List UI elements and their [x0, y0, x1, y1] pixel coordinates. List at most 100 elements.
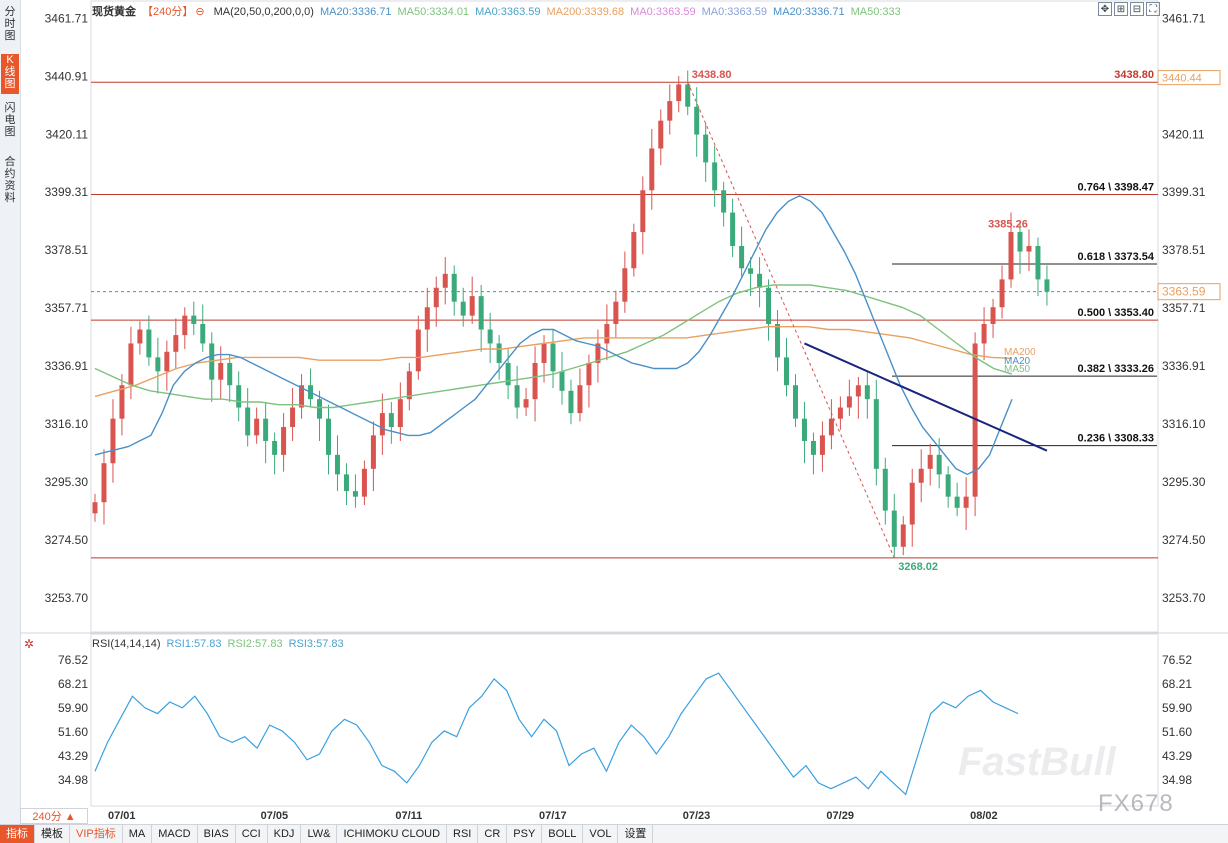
indicator-tab[interactable]: RSI [447, 825, 479, 843]
crosshair-icon[interactable]: ✥ [1098, 2, 1112, 16]
side-tab-kline[interactable]: K线图 [1, 54, 19, 94]
rsi-tick-right: 68.21 [1162, 677, 1192, 691]
candle-body [272, 440, 278, 455]
candle-body [819, 435, 825, 455]
side-tab-flash[interactable]: 闪电图 [4, 102, 16, 138]
side-tab-timeshare[interactable]: 分时图 [4, 6, 16, 42]
candle-body [712, 162, 718, 191]
candle-body [191, 315, 197, 324]
candle-body [236, 385, 242, 408]
indicator-tab[interactable]: KDJ [268, 825, 302, 843]
chart-canvas[interactable]: 3461.713461.713440.913440.913420.113420.… [0, 0, 1228, 824]
fib-line-label: 0.618 \ 3373.54 [1078, 251, 1155, 263]
candle-body [757, 273, 763, 288]
chart-toolbar: ✥ ⊞ ⊟ ⛶ [1098, 2, 1160, 16]
ma-end-label: MA20 [1004, 356, 1031, 367]
candle-body [577, 385, 583, 414]
indicator-tab[interactable]: PSY [507, 825, 543, 843]
candle-body [532, 362, 538, 400]
price-tick-left: 3253.70 [45, 591, 89, 605]
candle-body [281, 427, 287, 455]
indicator-tab[interactable]: MA [123, 825, 153, 843]
legend-item: MA0:3363.59 [475, 6, 541, 18]
candle-body [676, 84, 682, 102]
candle-body [837, 407, 843, 419]
candle-body [909, 482, 915, 525]
rsi-tick-right: 76.52 [1162, 653, 1192, 667]
indicator-tab[interactable]: ICHIMOKU CLOUD [337, 825, 448, 843]
rsi-legend-item: RSI(14,14,14) [92, 638, 161, 650]
indicator-tab[interactable]: VOL [583, 825, 619, 843]
side-tab-contract[interactable]: 合约资料 [4, 156, 16, 204]
indicator-tab[interactable]: 指标 [0, 825, 35, 843]
candle-body [559, 371, 565, 391]
indicator-tab[interactable]: 设置 [618, 825, 654, 843]
indicator-tab[interactable]: 模板 [35, 825, 70, 843]
candle-body [218, 362, 224, 380]
gear-icon[interactable]: ✲ [24, 637, 35, 651]
candle-body [451, 273, 457, 302]
ma-legend: 现货黄金 【240分】 ⊖ MA(20,50,0,200,0,0) MA20:3336… [92, 3, 913, 19]
period-label: 【240分】 [142, 6, 194, 18]
candle-body [721, 190, 727, 213]
candle-body [343, 474, 349, 492]
candle-body [496, 343, 502, 363]
legend-item: MA0:3363.59 [701, 6, 768, 18]
candle-body [128, 343, 134, 386]
indicator-tab[interactable]: BIAS [198, 825, 236, 843]
price-tick-right: 3357.71 [1162, 301, 1206, 315]
ma50-line [94, 284, 1013, 409]
candle-body [784, 357, 790, 386]
candle-body [397, 399, 403, 428]
candle-body [1026, 245, 1032, 252]
candle-body [685, 84, 691, 107]
x-axis-label: 07/11 [395, 810, 422, 822]
candle-body [227, 362, 233, 386]
rsi-tick-left: 76.52 [58, 653, 88, 667]
candle-body [631, 232, 637, 269]
price-tick-left: 3399.31 [45, 185, 89, 199]
candle-body [927, 454, 933, 469]
candle-body [918, 468, 924, 483]
indicator-tab[interactable]: CCI [236, 825, 268, 843]
candle-body [379, 413, 385, 436]
period-selector[interactable]: 240分 ▲ [20, 808, 88, 824]
candle-body [137, 329, 143, 344]
candle-body [146, 329, 152, 358]
candle-body [317, 399, 323, 419]
candle-body [254, 418, 260, 436]
indicator-tab[interactable]: LW& [301, 825, 338, 843]
candle-body [92, 502, 98, 514]
ma200-price-tag-box [1157, 70, 1221, 86]
settings-icon[interactable]: ⊖ [195, 6, 205, 18]
candle-body [352, 491, 358, 497]
indicator-tab[interactable]: BOLL [542, 825, 584, 843]
price-tick-left: 3461.71 [45, 11, 89, 25]
indicator-tab[interactable]: CR [478, 825, 508, 843]
indicator-tab[interactable]: VIP指标 [70, 825, 123, 843]
rsi-legend: RSI(14,14,14) RSI1:57.83 RSI2:57.83 RSI3:57… [92, 638, 350, 650]
zoom-in-icon[interactable]: ⊞ [1114, 2, 1128, 16]
indicator-tab[interactable]: MACD [152, 825, 198, 843]
candle-body [640, 190, 646, 233]
candle-body [299, 385, 305, 408]
legend-item: MA20:3336.71 [319, 6, 392, 18]
candle-body [999, 279, 1005, 308]
candle-body [523, 399, 529, 408]
legend-item: MA(20,50,0,200,0,0) [213, 6, 314, 18]
zoom-out-icon[interactable]: ⊟ [1130, 2, 1144, 16]
candle-body [433, 287, 439, 308]
dashed-trendline [687, 81, 895, 559]
candle-body [855, 385, 861, 397]
candle-body [415, 329, 421, 372]
ma20-line [94, 195, 1013, 476]
horizontal-line-label: 0.764 \ 3398.47 [1078, 182, 1154, 194]
candle-body [361, 468, 367, 497]
solid-trendline [804, 342, 1048, 452]
candle-body [1044, 279, 1050, 292]
legend-item: MA50:3334.01 [397, 6, 470, 18]
fullscreen-icon[interactable]: ⛶ [1146, 2, 1160, 16]
candle-body [550, 343, 556, 372]
x-axis-label: 07/01 [108, 810, 136, 822]
symbol-name: 现货黄金 [92, 6, 136, 18]
